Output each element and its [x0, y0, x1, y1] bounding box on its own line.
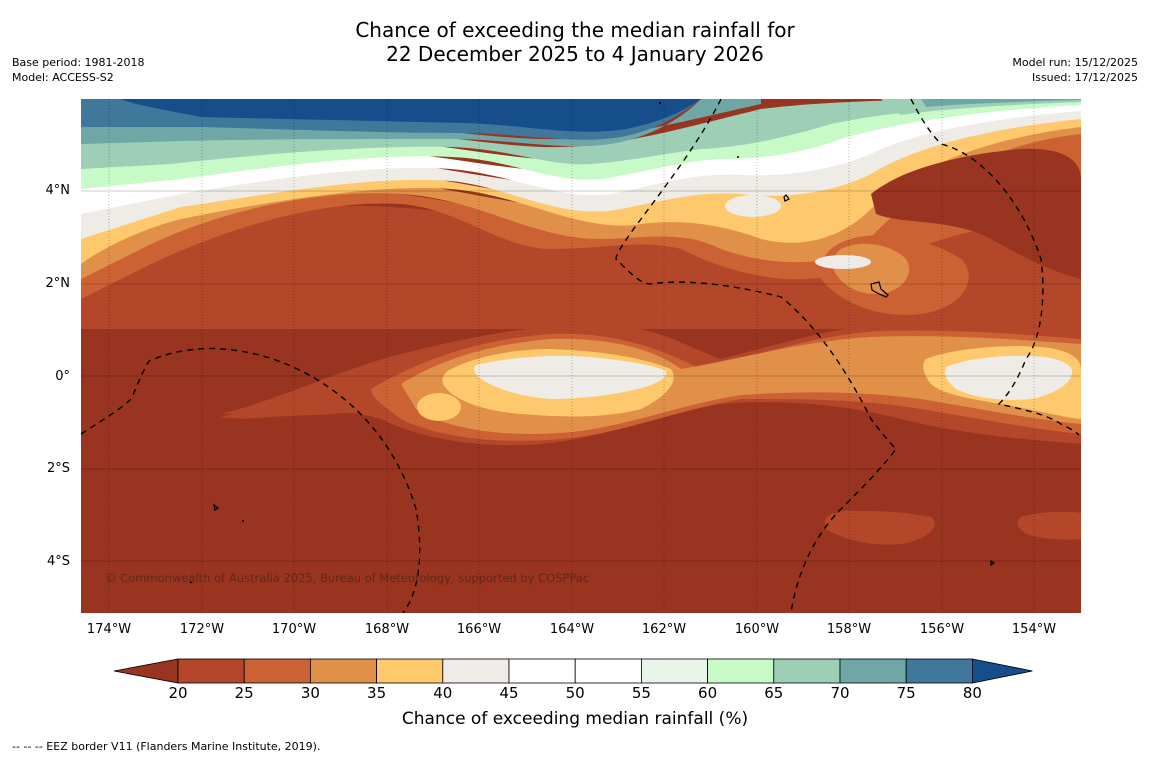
colorbar-swatch: [905, 658, 973, 684]
colorbar-tick-label: 30: [300, 684, 320, 702]
title-line-2: 22 December 2025 to 4 January 2026: [386, 42, 764, 66]
map-title: Chance of exceeding the median rainfall …: [0, 18, 1150, 66]
island-dot-4: [189, 580, 193, 584]
colorbar-tick-label: 55: [631, 684, 651, 702]
copyright-note: © Commonwealth of Australia 2025, Bureau…: [105, 571, 590, 585]
y-tick-4n: 4°N: [45, 183, 71, 198]
colorbar-swatch: [641, 658, 709, 684]
colorbar-extend-low: [114, 658, 179, 684]
colorbar-tick-label: 25: [234, 684, 254, 702]
x-tick-168w: 168°W: [364, 622, 410, 637]
colorbar-tick-label: 40: [433, 684, 453, 702]
meta-left: Base period: 1981-2018 Model: ACCESS-S2: [12, 55, 144, 85]
island-dot-2: [737, 156, 739, 158]
x-tick-172w: 172°W: [179, 622, 225, 637]
colorbar-swatch: [773, 658, 841, 684]
meta-right: Model run: 15/12/2025 Issued: 17/12/2025: [1012, 55, 1138, 85]
model-name: Model: ACCESS-S2: [12, 71, 114, 84]
colorbar-swatch: [243, 658, 311, 684]
y-tick-0: 0°: [55, 369, 70, 384]
colorbar-swatches: [114, 658, 1033, 684]
blob-white-2: [815, 255, 871, 269]
y-tick-2n: 2°N: [45, 276, 71, 291]
islands: [213, 194, 996, 567]
ne-dark-patch: [871, 148, 1081, 279]
equatorial-band: [221, 324, 1081, 545]
colorbar-tick-label: 35: [367, 684, 387, 702]
map-canvas: [81, 99, 1081, 613]
colorbar-tick-label: 20: [168, 684, 188, 702]
colorbar: [114, 658, 1033, 684]
colorbar-swatch: [574, 658, 642, 684]
base-period: Base period: 1981-2018: [12, 56, 145, 69]
island-dot-3: [242, 520, 244, 522]
x-tick-174w: 174°W: [86, 622, 132, 637]
x-tick-156w: 156°W: [919, 622, 965, 637]
x-tick-166w: 166°W: [456, 622, 502, 637]
x-tick-170w: 170°W: [271, 622, 317, 637]
x-tick-162w: 162°W: [641, 622, 687, 637]
issued-date: Issued: 17/12/2025: [1031, 71, 1138, 84]
colorbar-swatch: [442, 658, 510, 684]
blob-white-1: [725, 195, 781, 217]
colorbar-swatch: [177, 658, 245, 684]
eez-borders: [81, 99, 1080, 613]
title-line-1: Chance of exceeding the median rainfall …: [355, 18, 795, 42]
colorbar-swatch: [309, 658, 377, 684]
y-tick-4s: 4°S: [46, 554, 70, 569]
colorbar-tick-label: 50: [565, 684, 585, 702]
x-tick-160w: 160°W: [734, 622, 780, 637]
x-tick-164w: 164°W: [549, 622, 595, 637]
x-tick-154w: 154°W: [1011, 622, 1057, 637]
colorbar-swatch: [376, 658, 444, 684]
island-dot: [658, 101, 662, 105]
colorbar-tick-label: 70: [830, 684, 850, 702]
x-tick-158w: 158°W: [826, 622, 872, 637]
colorbar-extend-high: [972, 658, 1033, 684]
eez-legend-note: -- -- -- EEZ border V11 (Flanders Marine…: [12, 740, 321, 753]
colorbar-tick-label: 80: [962, 684, 982, 702]
colorbar-swatch: [508, 658, 576, 684]
colorbar-swatch: [707, 658, 775, 684]
colorbar-title: Chance of exceeding median rainfall (%): [401, 709, 749, 729]
latitude-lines: [81, 190, 1081, 562]
colorbar-tick-label: 75: [896, 684, 916, 702]
model-run: Model run: 15/12/2025: [1012, 56, 1138, 69]
colorbar-tick-label: 45: [499, 684, 519, 702]
colorbar-tick-label: 60: [698, 684, 718, 702]
colorbar-tick-label: 65: [764, 684, 784, 702]
rainfall-map: © Commonwealth of Australia 2025, Bureau…: [81, 99, 1081, 613]
colorbar-swatch: [839, 658, 907, 684]
y-tick-2s: 2°S: [46, 461, 70, 476]
